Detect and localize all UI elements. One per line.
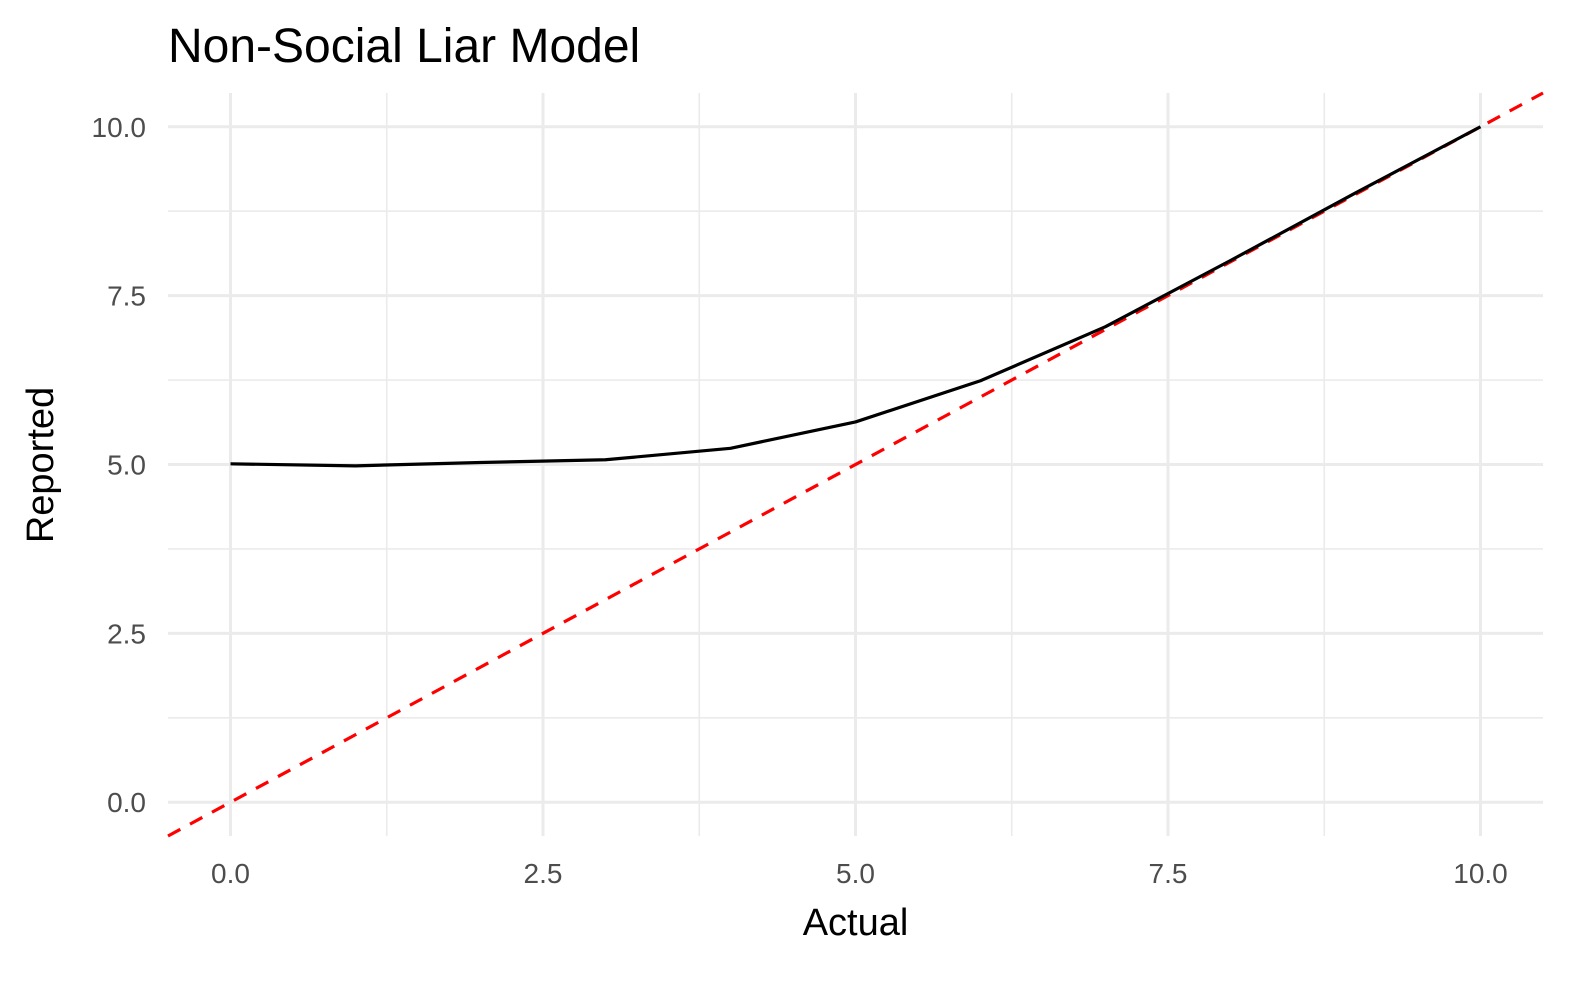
tick-labels: 0.0 2.5 5.0 7.5 10.0 0.0 2.5 5.0 7.5 10.0 — [92, 112, 1508, 889]
series-solid-line — [230, 125, 1482, 468]
gridlines — [168, 93, 1543, 836]
x-tick-label: 10.0 — [1453, 858, 1508, 889]
y-tick-label: 2.5 — [107, 618, 146, 649]
y-axis-title: Reported — [20, 387, 62, 543]
y-tick-label: 7.5 — [107, 281, 146, 312]
series-layer — [167, 91, 1544, 838]
y-tick-label: 10.0 — [92, 112, 147, 143]
x-tick-label: 2.5 — [524, 858, 563, 889]
x-axis-title: Actual — [803, 902, 909, 944]
chart-title: Non-Social Liar Model — [168, 20, 640, 73]
y-tick-label: 0.0 — [107, 787, 146, 818]
x-tick-label: 5.0 — [836, 858, 875, 889]
x-tick-label: 0.0 — [211, 858, 250, 889]
x-tick-label: 7.5 — [1149, 858, 1188, 889]
y-tick-label: 5.0 — [107, 450, 146, 481]
